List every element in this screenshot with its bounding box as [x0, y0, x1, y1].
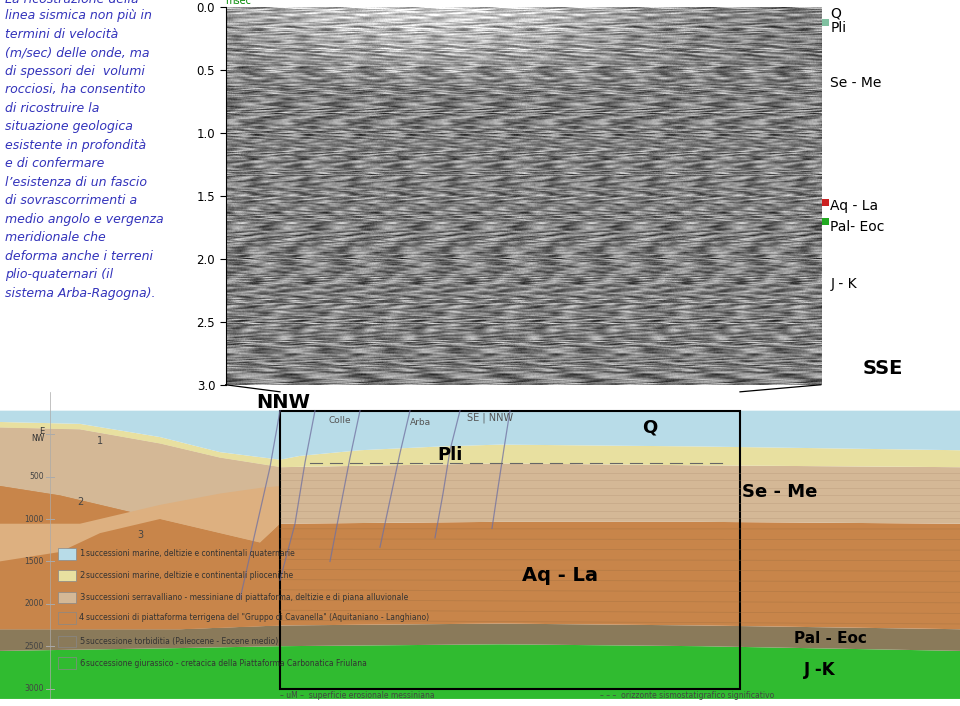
- Text: Aq - La: Aq - La: [830, 199, 878, 213]
- Polygon shape: [0, 486, 280, 561]
- Polygon shape: [0, 428, 280, 542]
- Text: Q: Q: [642, 419, 658, 436]
- Text: – uM –  superficie erosionale messiniana: – uM – superficie erosionale messiniana: [280, 690, 435, 700]
- Bar: [58, 592, 76, 603]
- Text: 2500: 2500: [25, 642, 44, 651]
- Text: NW: NW: [31, 434, 44, 443]
- Text: 4: 4: [79, 614, 84, 623]
- Polygon shape: [0, 462, 960, 629]
- Text: successione torbiditia (Paleocene - Eocene medio): successione torbiditia (Paleocene - Eoce…: [86, 637, 278, 646]
- Text: linea sismica non più in
termini di velocità
(m/sec) delle onde, ma
di spessori : linea sismica non più in termini di velo…: [5, 9, 163, 299]
- Polygon shape: [0, 623, 960, 651]
- Text: – – –  orizzonte sismostatigrafico significativo: – – – orizzonte sismostatigrafico signif…: [600, 690, 775, 700]
- Text: msec: msec: [226, 0, 252, 6]
- Text: Pal- Eoc: Pal- Eoc: [830, 220, 885, 234]
- Bar: [58, 636, 76, 647]
- Bar: [58, 570, 76, 581]
- Text: La ricostruzione della: La ricostruzione della: [5, 0, 138, 6]
- Text: Pli: Pli: [438, 446, 463, 464]
- Text: SE | NNW: SE | NNW: [467, 412, 513, 423]
- Text: successioni serravalliano - messiniane di piattaforma, deltizie e di piana alluv: successioni serravalliano - messiniane d…: [86, 593, 408, 602]
- Text: successioni di piattaforma terrigena del "Gruppo di Cavanella" (Aquitaniano - La: successioni di piattaforma terrigena del…: [86, 614, 429, 623]
- Text: Pli: Pli: [830, 21, 847, 35]
- Text: 1000: 1000: [25, 515, 44, 524]
- Text: Aq - La: Aq - La: [522, 566, 598, 585]
- Polygon shape: [0, 486, 280, 629]
- Text: 3: 3: [137, 530, 143, 540]
- Text: 6: 6: [79, 659, 84, 668]
- Text: successioni marine, deltizie e continentali plioceniche: successioni marine, deltizie e continent…: [86, 571, 293, 580]
- Bar: [58, 612, 76, 623]
- Text: E: E: [38, 427, 44, 436]
- Text: NNW: NNW: [256, 393, 310, 412]
- Polygon shape: [0, 422, 960, 467]
- Text: 1: 1: [79, 549, 84, 558]
- Text: Pal - Eoc: Pal - Eoc: [794, 631, 867, 646]
- Polygon shape: [0, 645, 960, 699]
- Text: J - K: J - K: [830, 277, 857, 291]
- Bar: [58, 549, 76, 560]
- Text: J -K: J -K: [804, 661, 836, 678]
- Bar: [58, 657, 76, 669]
- Text: successioni marine, deltizie e continentali quaternarie: successioni marine, deltizie e continent…: [86, 549, 295, 558]
- Text: 2: 2: [79, 571, 84, 580]
- Bar: [280, 411, 740, 688]
- Text: 2000: 2000: [25, 599, 44, 609]
- Text: 1: 1: [97, 436, 103, 445]
- Text: 1500: 1500: [25, 557, 44, 566]
- Text: Colle: Colle: [328, 417, 351, 425]
- Text: Se - Me: Se - Me: [742, 483, 818, 501]
- Text: 3000: 3000: [25, 684, 44, 693]
- Text: Q: Q: [830, 6, 841, 20]
- Polygon shape: [0, 411, 960, 460]
- Text: 500: 500: [30, 472, 44, 481]
- Text: 5: 5: [79, 637, 84, 646]
- Text: 3: 3: [79, 593, 84, 602]
- Text: successione giurassico - cretacica della Piattaforma Carbonatica Friulana: successione giurassico - cretacica della…: [86, 659, 367, 668]
- Text: Se - Me: Se - Me: [830, 76, 882, 90]
- Text: 2: 2: [77, 497, 84, 507]
- Text: SSE: SSE: [863, 359, 903, 378]
- Text: Arba: Arba: [409, 418, 431, 427]
- Polygon shape: [0, 428, 960, 524]
